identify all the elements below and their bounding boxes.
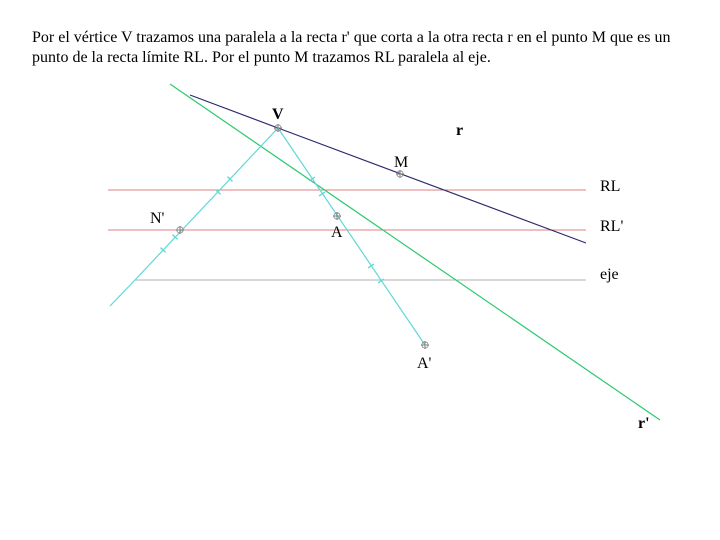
- line-r: [278, 128, 586, 243]
- line-v-parallel-ext: [110, 280, 135, 306]
- line-r-upper: [190, 95, 278, 128]
- line-rp: [170, 84, 660, 420]
- label-eje: eje: [600, 266, 619, 284]
- line-v-parallel: [135, 128, 278, 280]
- points: [176, 124, 429, 349]
- label-a: A: [331, 224, 343, 242]
- label-rl: RL: [600, 178, 620, 196]
- label-nprime: N': [150, 210, 164, 228]
- label-v: V: [272, 106, 284, 124]
- label-rlp: RL': [600, 218, 623, 236]
- label-m: M: [394, 154, 408, 172]
- label-line-r: r: [456, 122, 463, 140]
- label-line-rp: r': [638, 415, 650, 433]
- label-aprime: A': [417, 355, 431, 373]
